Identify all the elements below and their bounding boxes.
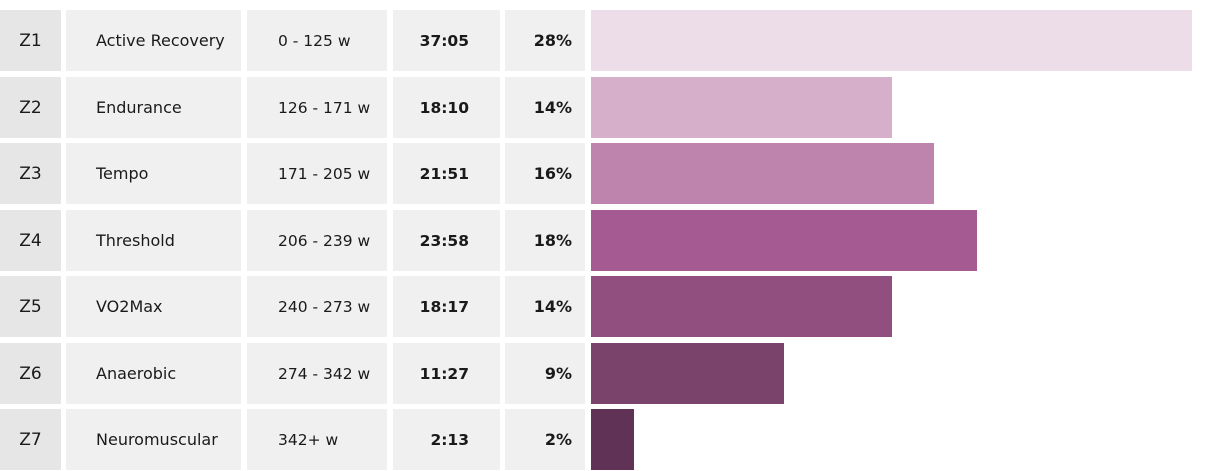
power-range: 171 - 205 w [247, 143, 387, 204]
power-range: 206 - 239 w [247, 210, 387, 271]
zone-label: Z1 [0, 10, 61, 71]
time-in-zone: 11:27 [393, 343, 500, 404]
zone-bar [591, 276, 892, 337]
percent-in-zone: 2% [505, 409, 585, 470]
zone-bar [591, 409, 634, 470]
zone-label: Z5 [0, 276, 61, 337]
power-range: 274 - 342 w [247, 343, 387, 404]
zone-row-z2: Z2 Endurance 126 - 171 w 18:10 14% [0, 77, 1205, 138]
power-range: 342+ w [247, 409, 387, 470]
zone-row-z6: Z6 Anaerobic 274 - 342 w 11:27 9% [0, 343, 1205, 404]
zone-name: Endurance [66, 77, 241, 138]
zone-row-z4: Z4 Threshold 206 - 239 w 23:58 18% [0, 210, 1205, 271]
zone-label: Z3 [0, 143, 61, 204]
zone-label: Z4 [0, 210, 61, 271]
zone-name: Neuromuscular [66, 409, 241, 470]
zone-bar [591, 343, 784, 404]
zone-row-z5: Z5 VO2Max 240 - 273 w 18:17 14% [0, 276, 1205, 337]
zone-bar [591, 77, 892, 138]
percent-in-zone: 14% [505, 276, 585, 337]
zone-name: Anaerobic [66, 343, 241, 404]
percent-in-zone: 14% [505, 77, 585, 138]
time-in-zone: 18:17 [393, 276, 500, 337]
zone-label: Z6 [0, 343, 61, 404]
time-in-zone: 21:51 [393, 143, 500, 204]
time-in-zone: 23:58 [393, 210, 500, 271]
zone-name: Threshold [66, 210, 241, 271]
percent-in-zone: 9% [505, 343, 585, 404]
power-range: 240 - 273 w [247, 276, 387, 337]
zone-row-z1: Z1 Active Recovery 0 - 125 w 37:05 28% [0, 10, 1205, 71]
time-in-zone: 37:05 [393, 10, 500, 71]
zone-label: Z2 [0, 77, 61, 138]
percent-in-zone: 28% [505, 10, 585, 71]
zone-name: Active Recovery [66, 10, 241, 71]
time-in-zone: 2:13 [393, 409, 500, 470]
percent-in-zone: 18% [505, 210, 585, 271]
zone-bar [591, 10, 1192, 71]
zone-label: Z7 [0, 409, 61, 470]
zone-bar [591, 210, 977, 271]
zone-bar [591, 143, 934, 204]
zone-row-z7: Z7 Neuromuscular 342+ w 2:13 2% [0, 409, 1205, 470]
zone-row-z3: Z3 Tempo 171 - 205 w 21:51 16% [0, 143, 1205, 204]
power-range: 0 - 125 w [247, 10, 387, 71]
zone-name: Tempo [66, 143, 241, 204]
percent-in-zone: 16% [505, 143, 585, 204]
zone-name: VO2Max [66, 276, 241, 337]
time-in-zone: 18:10 [393, 77, 500, 138]
power-range: 126 - 171 w [247, 77, 387, 138]
